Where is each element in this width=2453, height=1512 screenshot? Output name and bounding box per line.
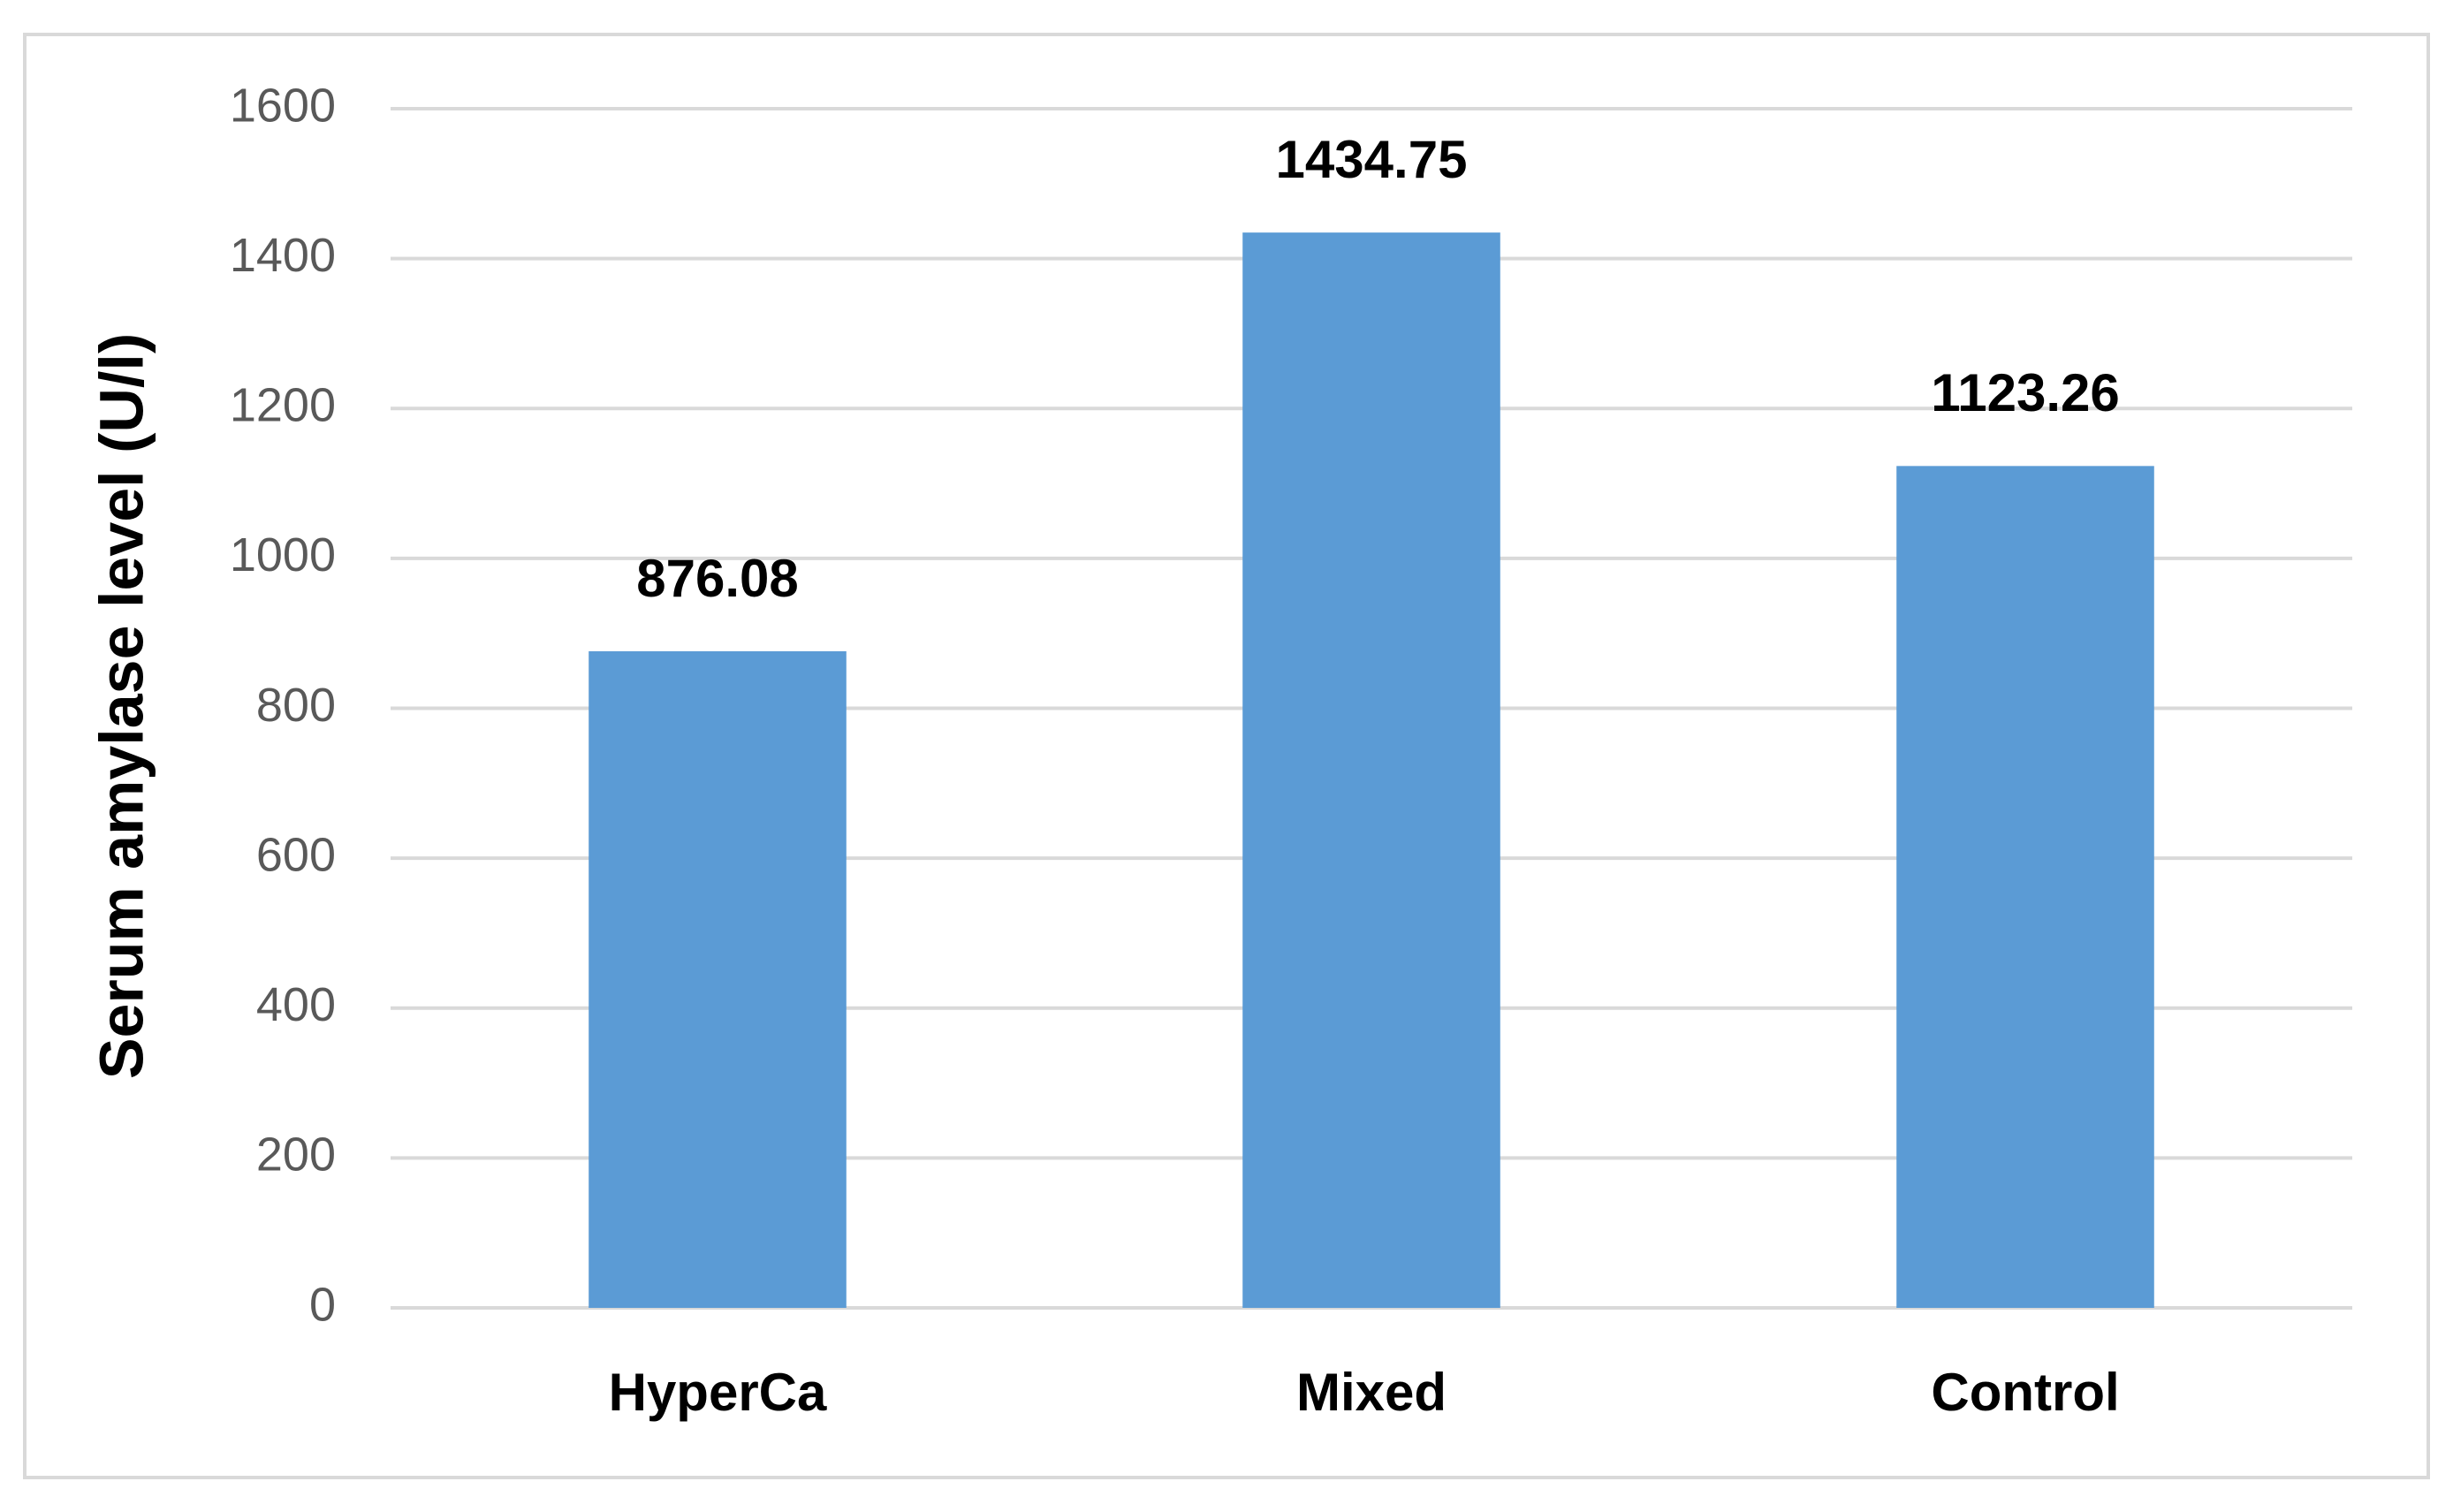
y-tick-label: 0 [309, 1278, 336, 1331]
y-axis-title: Serum amylase level (U/l) [87, 333, 156, 1079]
data-label: 1434.75 [1276, 130, 1468, 189]
y-tick-label: 800 [256, 679, 336, 732]
y-tick-label: 200 [256, 1128, 336, 1181]
x-tick-label: HyperCa [609, 1363, 827, 1422]
bar [1896, 466, 2154, 1308]
data-label: 1123.26 [1931, 363, 2120, 422]
y-tick-label: 1400 [230, 229, 336, 282]
y-tick-label: 1200 [230, 379, 336, 432]
chart-border [23, 33, 2430, 1479]
data-label: 876.08 [636, 549, 799, 608]
x-tick-label: Mixed [1296, 1363, 1447, 1422]
y-tick-label: 1600 [230, 79, 336, 132]
x-tick-label: Control [1931, 1363, 2119, 1422]
y-tick-label: 600 [256, 828, 336, 881]
y-tick-label: 1000 [230, 528, 336, 581]
bar [589, 650, 847, 1308]
bar [1242, 232, 1500, 1309]
y-tick-label: 400 [256, 978, 336, 1031]
